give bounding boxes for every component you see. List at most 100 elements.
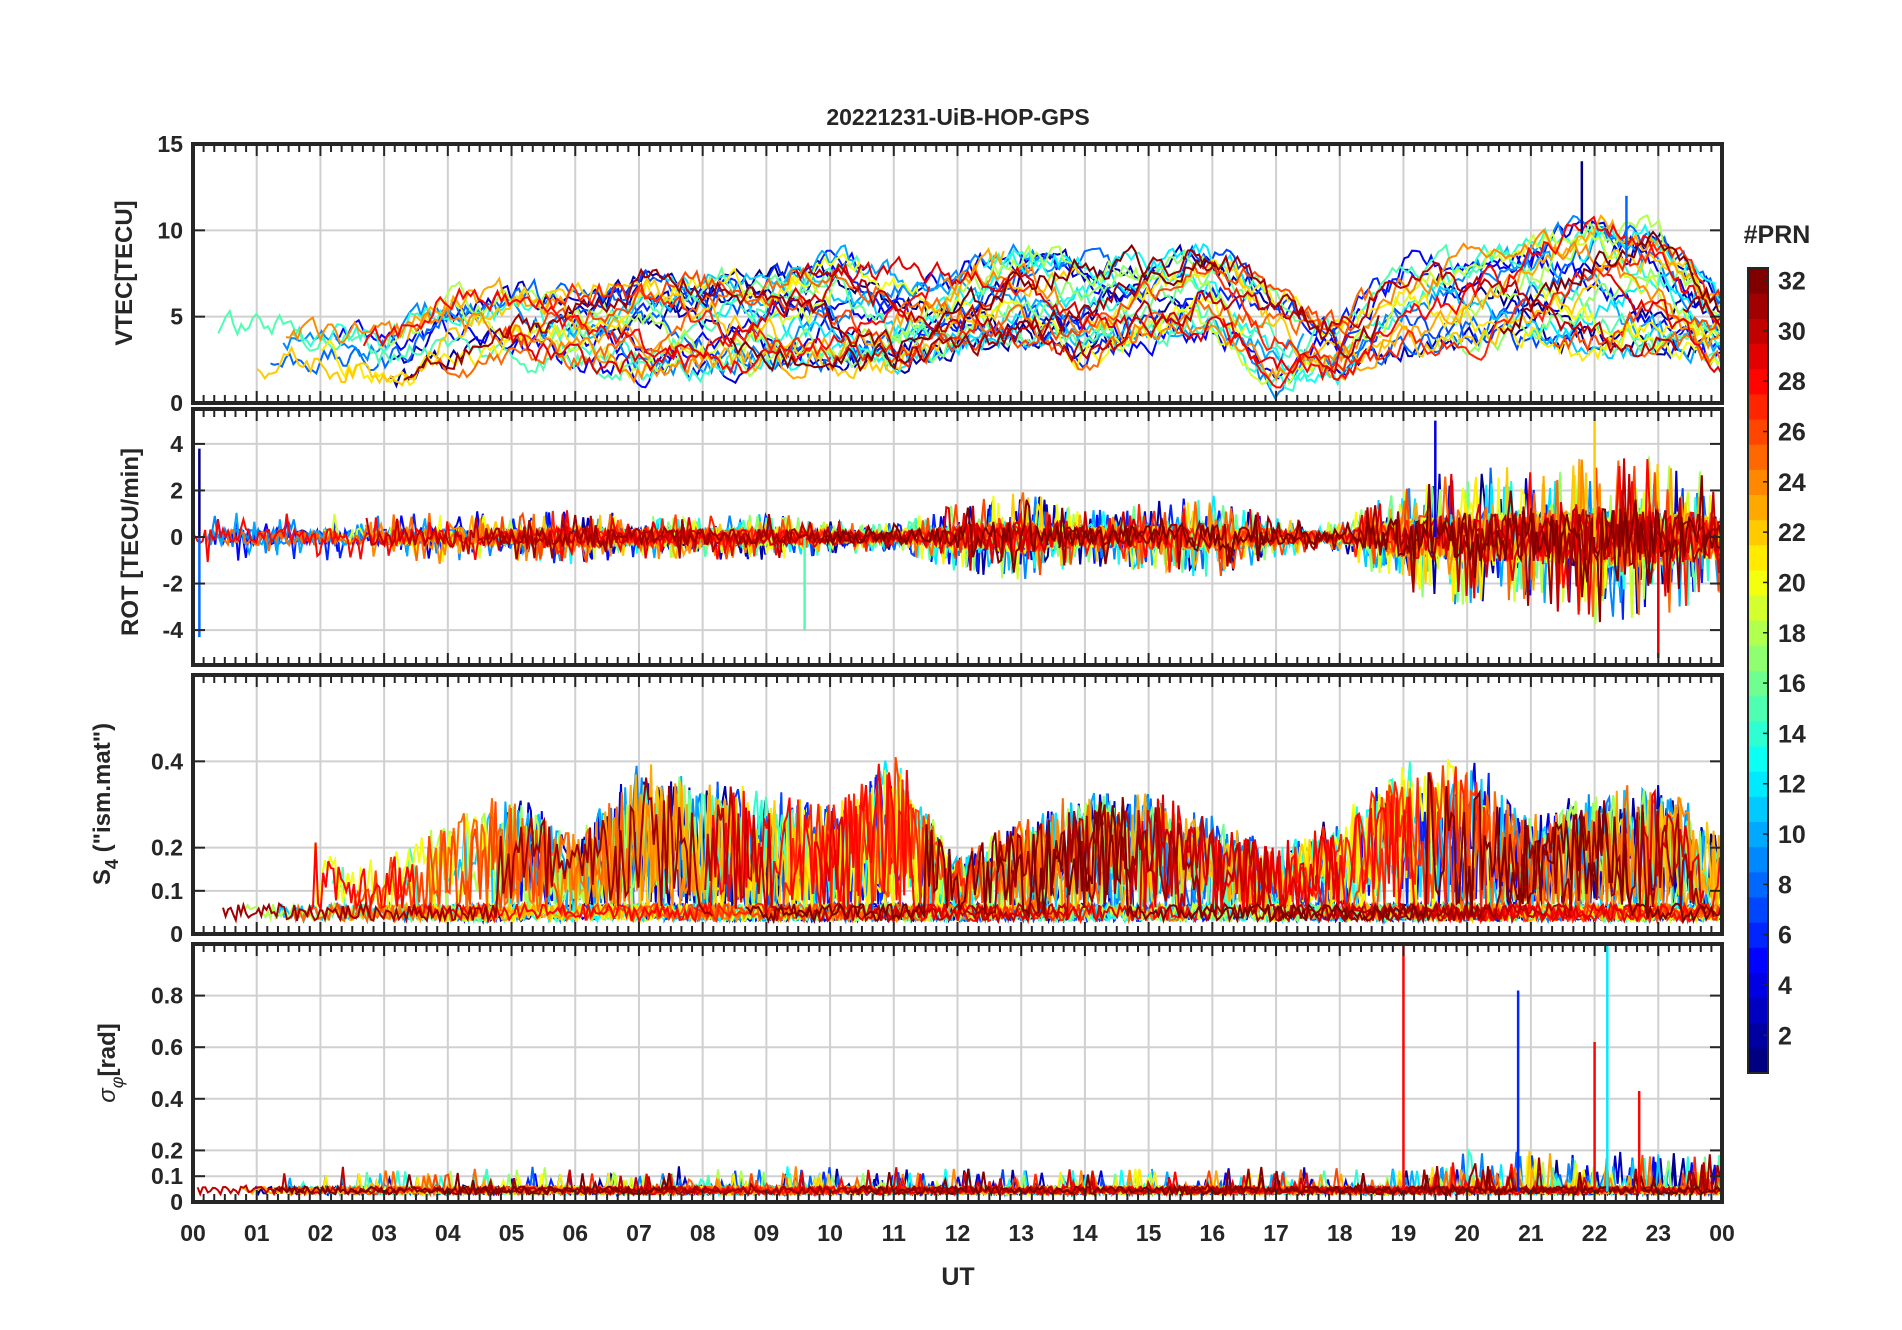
series-prn-30 bbox=[795, 261, 1677, 364]
colorbar-tick-label: 20 bbox=[1778, 569, 1806, 597]
colorbar-band bbox=[1748, 745, 1768, 772]
series-prn-31 bbox=[1682, 295, 1722, 329]
x-tick-label: 03 bbox=[371, 1220, 397, 1246]
series-prn-32 bbox=[824, 475, 1721, 623]
x-tick-label: 13 bbox=[1008, 1220, 1034, 1246]
y-tick-label: 0.2 bbox=[151, 1137, 183, 1163]
colorbar-band bbox=[1748, 796, 1768, 823]
series-prn-31 bbox=[403, 248, 1380, 381]
gridlines bbox=[192, 944, 1723, 1203]
x-tick-label: 22 bbox=[1582, 1220, 1608, 1246]
colorbar-tick-label: 30 bbox=[1778, 318, 1806, 346]
colorbar-band bbox=[1748, 444, 1768, 470]
y-tick-label: 0 bbox=[170, 921, 183, 947]
y-tick-label: 0.1 bbox=[151, 878, 183, 904]
colorbar-band bbox=[1748, 972, 1768, 999]
colorbar-band bbox=[1748, 821, 1768, 848]
colorbar-tick-label: 12 bbox=[1778, 771, 1806, 799]
x-tick-label: 21 bbox=[1518, 1220, 1544, 1246]
colorbar-band bbox=[1748, 393, 1768, 420]
x-tick-label: 18 bbox=[1327, 1220, 1353, 1246]
series-prn-28 bbox=[362, 286, 931, 375]
series-prn-15 bbox=[1089, 243, 1722, 367]
y-tick-label: 4 bbox=[170, 431, 183, 457]
x-tick-label: 15 bbox=[1136, 1220, 1162, 1246]
colorbar-band bbox=[1748, 469, 1768, 496]
x-tick-label: 07 bbox=[626, 1220, 652, 1246]
colorbar-band bbox=[1748, 569, 1768, 596]
y-tick-label: 10 bbox=[157, 217, 183, 243]
x-tick-label: 05 bbox=[499, 1220, 525, 1246]
colorbar-tick-label: 22 bbox=[1778, 519, 1806, 547]
colorbar-band bbox=[1748, 771, 1768, 797]
colorbar-tick-label: 14 bbox=[1778, 720, 1806, 748]
colorbar-band bbox=[1748, 896, 1768, 923]
y-tick-label: 2 bbox=[170, 477, 183, 503]
x-tick-label: 19 bbox=[1391, 1220, 1417, 1246]
x-tick-label: 01 bbox=[244, 1220, 270, 1246]
colorbar-tick-label: 8 bbox=[1778, 871, 1792, 899]
y-tick-label: -2 bbox=[163, 571, 183, 597]
colorbar-band bbox=[1748, 343, 1768, 370]
colorbar-band bbox=[1748, 318, 1768, 345]
series-prn-26 bbox=[1552, 299, 1722, 354]
y-tick-label: 0.1 bbox=[151, 1163, 183, 1189]
colorbar-tick-label: 6 bbox=[1778, 922, 1792, 950]
x-tick-label: 17 bbox=[1263, 1220, 1289, 1246]
figure-title: 20221231-UiB-HOP-GPS bbox=[826, 104, 1089, 130]
colorbar-band bbox=[1748, 519, 1768, 546]
colorbar-band bbox=[1748, 922, 1768, 948]
colorbar-tick-label: 24 bbox=[1778, 469, 1806, 497]
series-prn-18 bbox=[1451, 213, 1721, 327]
series-prn-27 bbox=[1201, 241, 1722, 373]
sigma-phi-panel: 00.10.2 0.4 0.6 0.8 00 01 02 03 04 05 06 07 08 09 10 11… bbox=[151, 942, 1735, 1246]
x-tick-label: 04 bbox=[435, 1220, 461, 1246]
colorbar-band bbox=[1748, 1022, 1768, 1049]
colorbar-tick-label: 28 bbox=[1778, 368, 1806, 396]
colorbar-band bbox=[1748, 368, 1768, 395]
colorbar-band bbox=[1748, 1047, 1768, 1074]
colorbar-tick-label: 4 bbox=[1778, 972, 1792, 1000]
vtec-panel: 0 5 10 15 bbox=[157, 131, 1724, 416]
rot-y-label: ROT [TECU/min] bbox=[117, 448, 144, 636]
series-prn-15 bbox=[217, 254, 865, 382]
colorbar-tick-label: 26 bbox=[1778, 419, 1806, 447]
y-tick-label: 0 bbox=[170, 524, 183, 550]
y-tick-label: 15 bbox=[157, 131, 183, 157]
s4-y-label: S4 ("ism.mat") bbox=[89, 723, 122, 885]
colorbar-band bbox=[1748, 997, 1768, 1024]
x-tick-label: 00 bbox=[180, 1220, 206, 1246]
colorbar-band bbox=[1748, 544, 1768, 571]
colorbar-band bbox=[1748, 871, 1768, 898]
colorbar-band bbox=[1748, 695, 1768, 722]
series-prn-28 bbox=[309, 763, 992, 924]
colorbar-band bbox=[1748, 670, 1768, 697]
colorbar-tick-label: 2 bbox=[1778, 1022, 1792, 1050]
x-tick-label: 14 bbox=[1072, 1220, 1098, 1246]
series-prn-14 bbox=[291, 300, 794, 384]
colorbar-band bbox=[1748, 494, 1768, 521]
y-tick-label: 0.2 bbox=[151, 835, 183, 861]
series-prn-21 bbox=[1089, 258, 1722, 363]
y-tick-label: 0.4 bbox=[151, 1086, 183, 1112]
s4-panel: 0 0.1 0.2 0.4 bbox=[151, 673, 1724, 947]
x-tick-label: 09 bbox=[754, 1220, 780, 1246]
rot-panel: -4 -2 0 2 4 bbox=[163, 407, 1724, 667]
x-tick-label: 08 bbox=[690, 1220, 716, 1246]
x-axis-label: UT bbox=[941, 1263, 974, 1291]
series-prn-19 bbox=[1146, 230, 1722, 386]
series-prn-25 bbox=[1640, 330, 1722, 365]
series-prn-24 bbox=[285, 305, 712, 385]
series-prn-26 bbox=[334, 756, 1042, 924]
x-tick-label: 00 bbox=[1709, 1220, 1735, 1246]
x-tick-label: 10 bbox=[817, 1220, 843, 1246]
colorbar-band bbox=[1748, 645, 1768, 672]
y-tick-label: -4 bbox=[163, 617, 184, 643]
y-tick-label: 0 bbox=[170, 390, 183, 416]
colorbar-band bbox=[1748, 947, 1768, 973]
series-prn-31 bbox=[971, 800, 1722, 925]
series-prn-13 bbox=[751, 251, 1358, 387]
colorbar-band bbox=[1748, 418, 1768, 445]
x-tick-label: 20 bbox=[1454, 1220, 1480, 1246]
